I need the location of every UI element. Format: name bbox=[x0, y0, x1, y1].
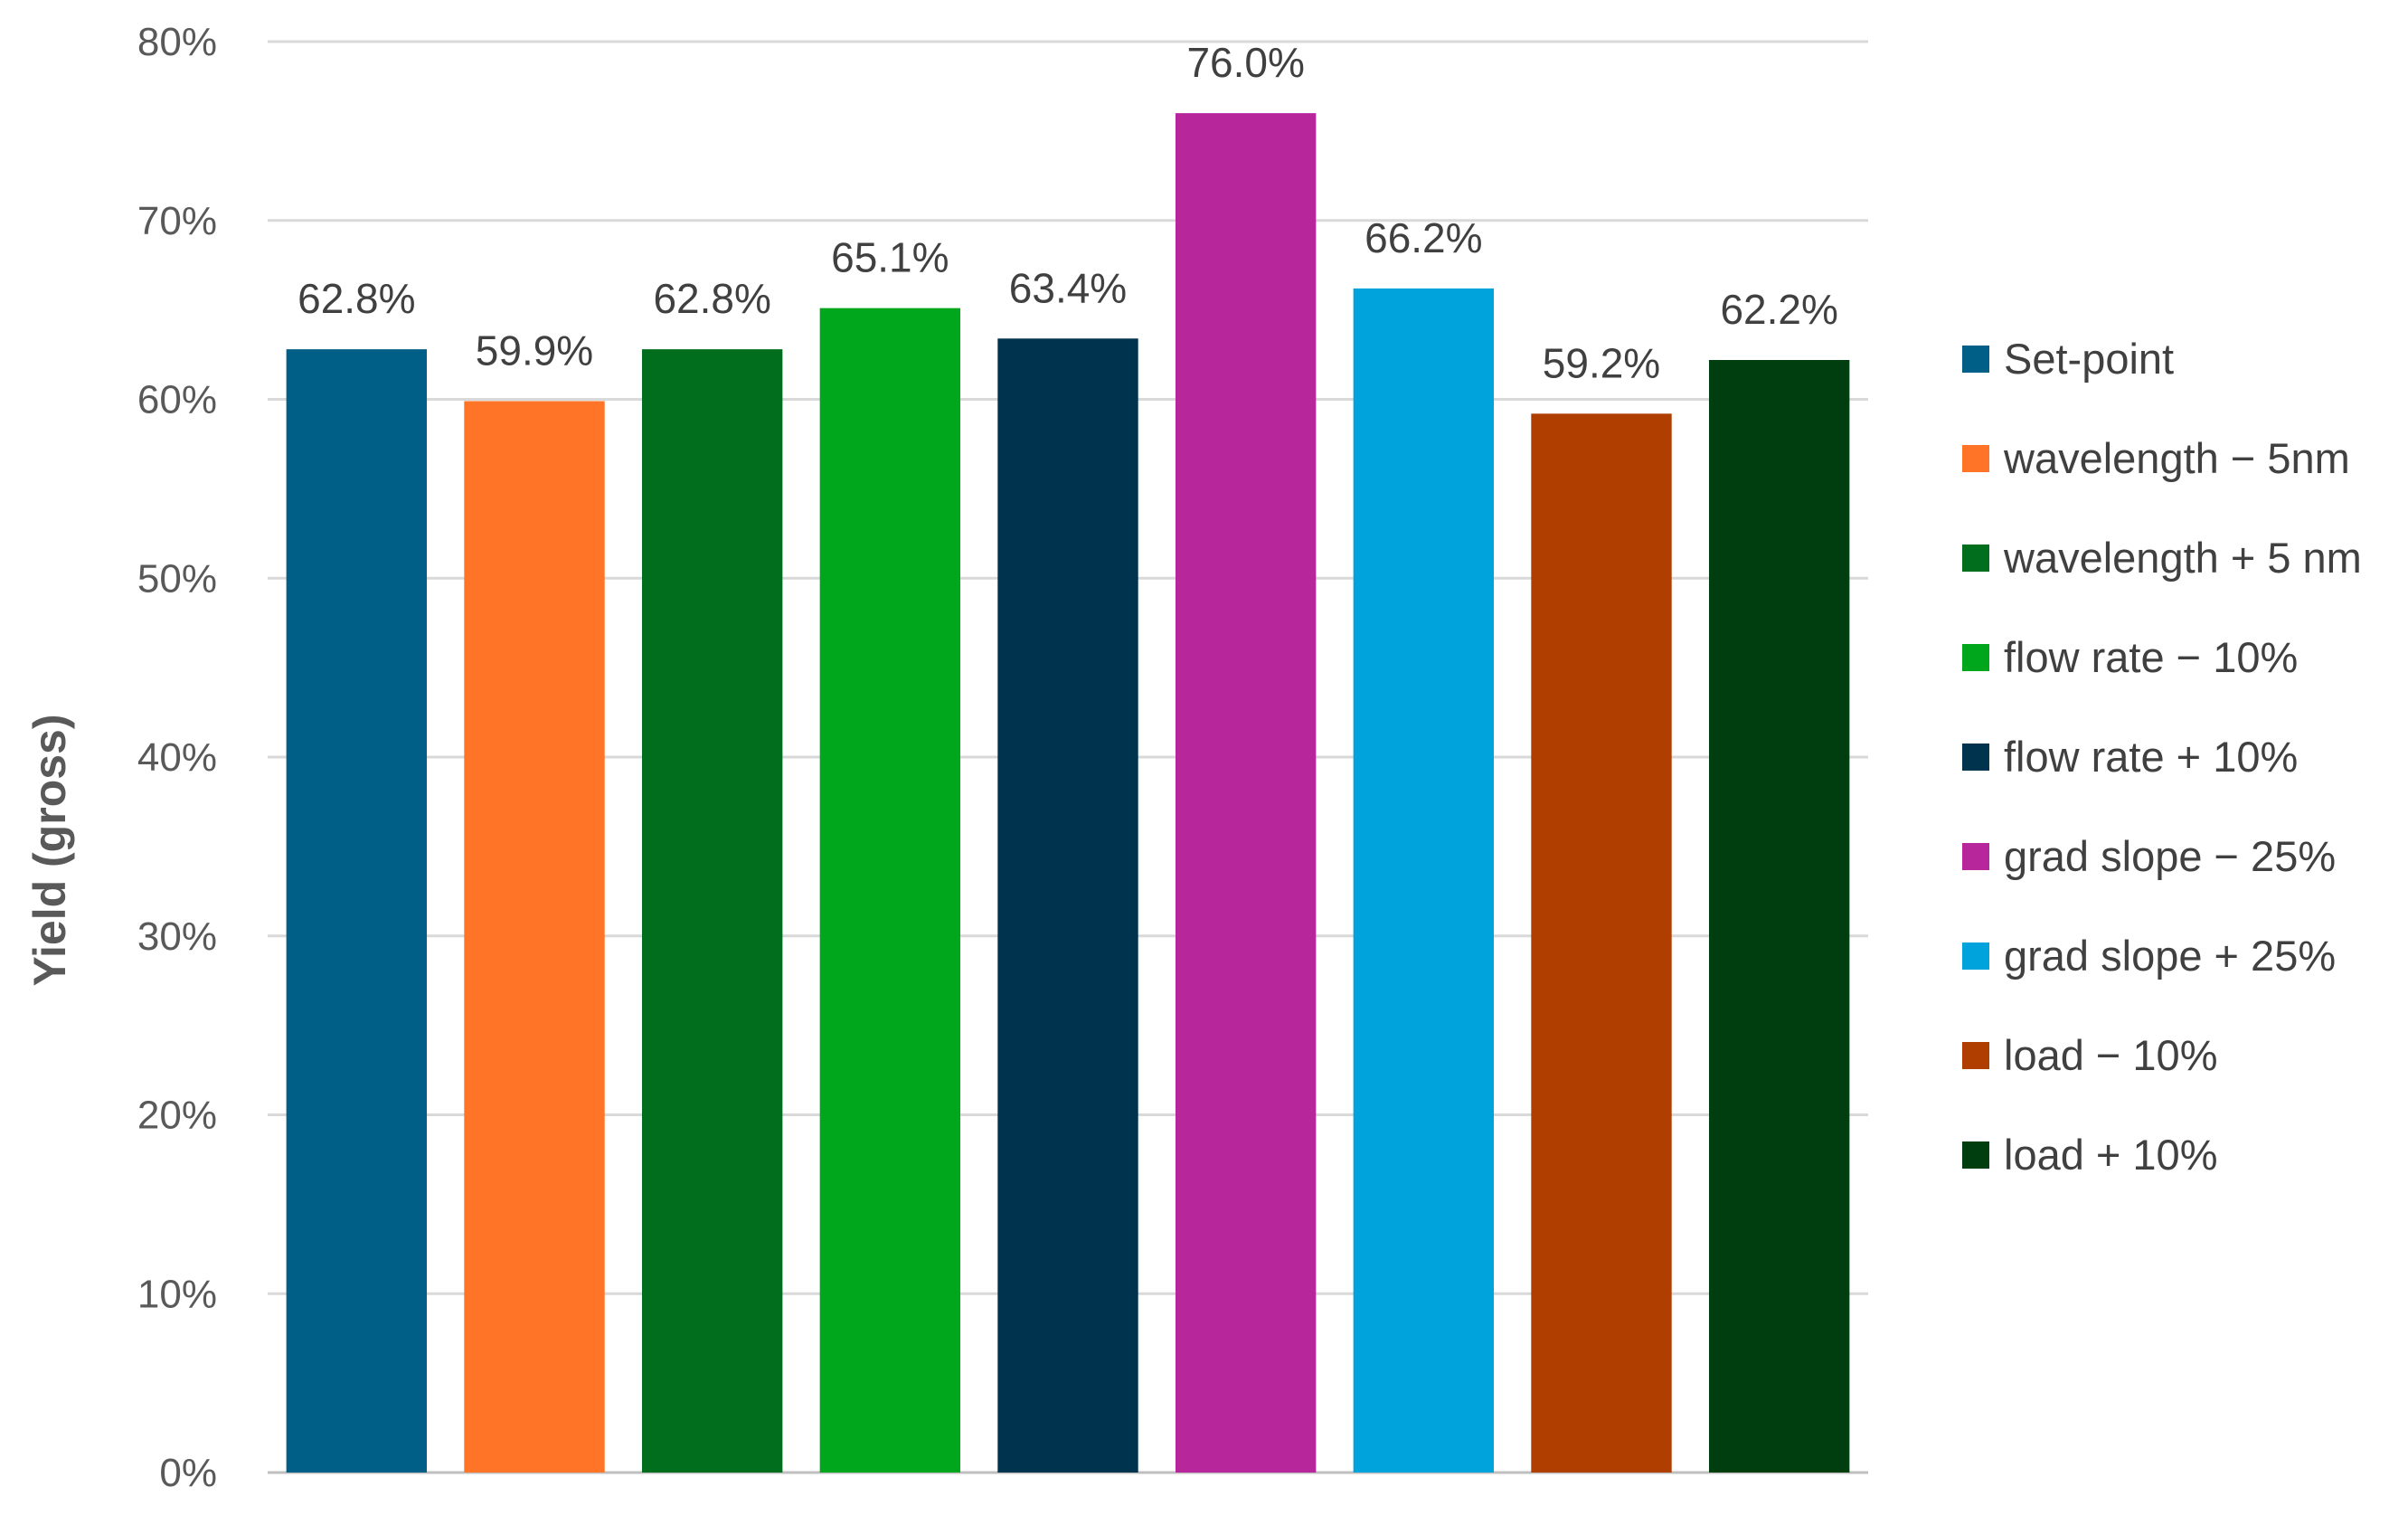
y-tick-label: 60% bbox=[137, 378, 217, 422]
y-tick-label: 10% bbox=[137, 1272, 217, 1316]
data-labels: 62.8% 59.9% 62.8% 65.1% 63.4% 76.0% 66.2% 59.2%… bbox=[297, 39, 1838, 386]
y-tick-label: 0% bbox=[159, 1451, 217, 1495]
data-label: 76.0% bbox=[1186, 39, 1304, 86]
y-tick-label: 40% bbox=[137, 735, 217, 780]
bar bbox=[1708, 359, 1850, 1473]
y-axis-ticks: 0% 10% 20% 30% 40% 50% 60% 70% 80% bbox=[137, 20, 217, 1495]
data-label: 65.1% bbox=[831, 234, 949, 281]
data-label: 63.4% bbox=[1009, 264, 1127, 311]
legend-swatch bbox=[1962, 744, 1989, 771]
y-tick-label: 20% bbox=[137, 1094, 217, 1138]
legend-swatch bbox=[1962, 644, 1989, 671]
bar bbox=[1353, 288, 1495, 1473]
legend-entry: Set-point bbox=[2004, 335, 2174, 383]
data-label: 59.2% bbox=[1543, 339, 1660, 386]
legend-swatch bbox=[1962, 942, 1989, 970]
legend-swatch bbox=[1962, 545, 1989, 572]
legend-swatch bbox=[1962, 1141, 1989, 1169]
y-tick-label: 30% bbox=[137, 914, 217, 959]
bar bbox=[286, 349, 428, 1473]
bar bbox=[819, 308, 961, 1473]
bars bbox=[286, 113, 1850, 1473]
data-label: 59.9% bbox=[476, 327, 593, 374]
bar bbox=[641, 349, 783, 1473]
bar bbox=[1175, 113, 1317, 1473]
legend-entry: grad slope − 25% bbox=[2004, 832, 2336, 880]
legend-entry: wavelength − 5nm bbox=[2003, 434, 2350, 482]
legend: Set-point wavelength − 5nm wavelength + 5 … bbox=[1962, 335, 2362, 1179]
y-tick-label: 50% bbox=[137, 556, 217, 601]
bar bbox=[1531, 413, 1672, 1473]
data-label: 62.2% bbox=[1720, 286, 1837, 333]
legend-entry: load − 10% bbox=[2004, 1031, 2218, 1079]
data-label: 62.8% bbox=[653, 275, 770, 322]
legend-swatch bbox=[1962, 346, 1989, 373]
legend-entry: grad slope + 25% bbox=[2004, 932, 2336, 980]
bar bbox=[464, 401, 605, 1473]
y-axis-label: Yield (gross) bbox=[24, 715, 75, 987]
data-label: 62.8% bbox=[297, 275, 415, 322]
legend-swatch bbox=[1962, 1042, 1989, 1069]
bar bbox=[997, 338, 1138, 1473]
legend-entry: flow rate − 10% bbox=[2004, 633, 2298, 681]
legend-entry: load + 10% bbox=[2004, 1131, 2218, 1179]
legend-entry: wavelength + 5 nm bbox=[2003, 534, 2362, 582]
y-tick-label: 80% bbox=[137, 20, 217, 64]
data-label: 66.2% bbox=[1365, 214, 1482, 261]
legend-entry: flow rate + 10% bbox=[2004, 733, 2298, 781]
legend-swatch bbox=[1962, 445, 1989, 472]
legend-swatch bbox=[1962, 843, 1989, 870]
y-tick-label: 70% bbox=[137, 199, 217, 243]
